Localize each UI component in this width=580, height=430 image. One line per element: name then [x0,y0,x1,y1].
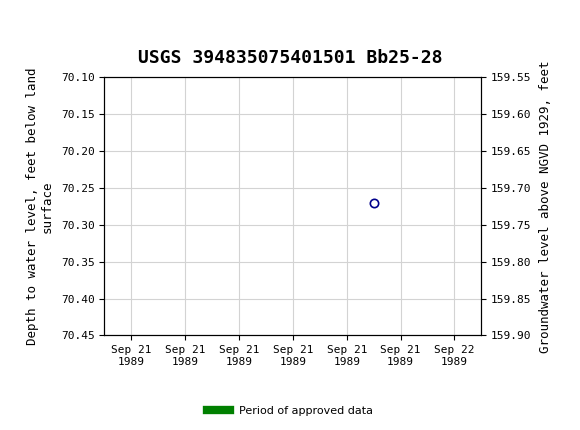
Text: ≡USGS: ≡USGS [6,16,64,35]
Text: USGS 394835075401501 Bb25-28: USGS 394835075401501 Bb25-28 [138,49,442,67]
Legend: Period of approved data: Period of approved data [203,401,377,420]
Y-axis label: Groundwater level above NGVD 1929, feet: Groundwater level above NGVD 1929, feet [539,60,552,353]
Y-axis label: Depth to water level, feet below land
surface: Depth to water level, feet below land su… [26,68,54,345]
